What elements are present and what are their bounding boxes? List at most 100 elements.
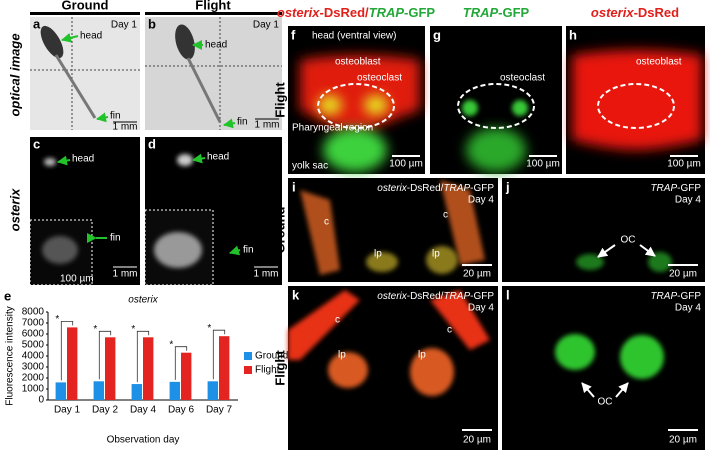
- annotation: lp: [432, 249, 440, 260]
- panel-label: c: [33, 136, 40, 151]
- annotation: head: [80, 31, 102, 42]
- day: Day 1: [111, 20, 138, 31]
- bar: [169, 381, 180, 400]
- header-bar: [30, 12, 140, 15]
- panel-l: l TRAP-GFP Day 4 OC 20 µm: [502, 286, 705, 450]
- legend-swatch: [244, 352, 252, 360]
- scale-bar: 1 mm: [255, 120, 280, 131]
- legend-label: Ground: [255, 351, 288, 362]
- row-label: Flight: [272, 350, 287, 386]
- panel-label: j: [505, 179, 510, 194]
- scale-bar: 1 mm: [113, 122, 138, 133]
- annotation: lp: [418, 350, 426, 361]
- header-bar: [145, 12, 282, 15]
- row-label: osterix: [7, 188, 22, 231]
- significance-bracket: [98, 330, 112, 380]
- significance-bracket: [136, 330, 150, 383]
- day: Day 4: [675, 195, 702, 206]
- scale-bar: 100 µm: [526, 159, 560, 170]
- annotation: fin: [110, 233, 121, 244]
- panel-label: d: [148, 136, 156, 151]
- panel-label: i: [292, 179, 296, 194]
- annotation: Pharyngeal region: [292, 123, 373, 134]
- annotation: fin: [243, 245, 254, 256]
- panel-g: g osteoclast 100 µm: [430, 26, 562, 174]
- scale-bar: 100 µm: [667, 159, 701, 170]
- bar: [181, 352, 192, 400]
- annotation: osteoclast: [357, 73, 402, 84]
- annotation: head: [205, 40, 227, 51]
- panel-label: b: [148, 16, 156, 31]
- bar: [55, 382, 66, 400]
- panel-c: c head fin 100 µm 1 mm: [29, 136, 140, 286]
- annotation: OC: [621, 235, 636, 246]
- panel-label: a: [33, 16, 41, 31]
- panel-k: k osterix-DsRed/TRAP-GFP Day 4 c c lp lp…: [288, 286, 498, 450]
- annotation: c: [335, 315, 340, 326]
- legend-label: Flight: [255, 365, 280, 376]
- annotation: osteoblast: [335, 57, 381, 68]
- panel-d: d head fin 1 mm: [144, 136, 282, 286]
- panel-e: e osterix Fluorescence intensity Observatio…: [4, 288, 288, 445]
- bar: [93, 381, 104, 400]
- y-axis-label: Fluorescence intensity: [5, 306, 16, 406]
- annotation: fin: [110, 111, 121, 122]
- day: Day 4: [468, 195, 495, 206]
- day: Day 4: [468, 303, 495, 314]
- panel-title: osterix-DsRed/TRAP-GFP: [377, 183, 494, 194]
- annotation: fin: [237, 117, 248, 128]
- day: Day 1: [253, 20, 280, 31]
- panel-title: TRAP-GFP: [650, 291, 701, 302]
- header: Flight: [195, 0, 231, 12]
- y-tick-label: 2000: [22, 373, 45, 384]
- bar: [131, 384, 142, 400]
- row-label: optical image: [7, 33, 22, 116]
- panel-b: b Day 1 head fin 1 mm: [145, 16, 282, 131]
- panel-a: a Day 1 head fin 1 mm: [30, 16, 140, 133]
- x-tick-label: Day 4: [130, 405, 157, 416]
- header: Ground: [62, 0, 109, 12]
- y-tick-label: 5000: [22, 340, 45, 351]
- x-tick-label: Day 2: [92, 405, 119, 416]
- panel-i: i osterix-DsRed/TRAP-GFP Day 4 c c lp lp…: [288, 178, 498, 282]
- panel-title: osterix-DsRed/TRAP-GFP: [377, 291, 494, 302]
- panel-j: j TRAP-GFP Day 4 OC 20 µm: [502, 178, 705, 282]
- panel-label: f: [291, 27, 296, 42]
- y-tick-label: 4000: [22, 351, 45, 362]
- significance: *: [55, 314, 59, 325]
- scale-bar: 20 µm: [669, 435, 697, 446]
- x-tick-label: Day 1: [54, 405, 81, 416]
- y-tick-label: 7000: [22, 318, 45, 329]
- annotation: c: [443, 210, 448, 221]
- significance: *: [207, 323, 211, 334]
- significance: *: [169, 339, 173, 350]
- annotation: yolk sac: [292, 161, 328, 172]
- significance-bracket: [60, 321, 74, 381]
- annotation: lp: [338, 350, 346, 361]
- significance: *: [93, 324, 97, 335]
- bar: [67, 327, 78, 400]
- column-header: osterix-DsRed/TRAP-GFP: [277, 5, 436, 20]
- scale-bar: 1 mm: [113, 269, 138, 280]
- scale-bar: 100 µm: [389, 159, 423, 170]
- scale-bar: 20 µm: [463, 269, 491, 280]
- annotation: head: [72, 154, 94, 165]
- annotation: head: [207, 152, 229, 163]
- significance-bracket: [212, 329, 226, 380]
- scale-bar: 1 mm: [254, 269, 279, 280]
- y-tick-label: 6000: [22, 329, 45, 340]
- panel-label: h: [569, 27, 577, 42]
- annotation: head (ventral view): [312, 31, 396, 42]
- y-tick-label: 1000: [22, 384, 45, 395]
- significance-bracket: [174, 346, 188, 380]
- bar: [219, 336, 230, 400]
- row-label: Flight: [272, 82, 287, 118]
- annotation: OC: [598, 397, 613, 408]
- panel-h: h osteoblast 100 µm: [566, 26, 705, 174]
- panel-f: f head (ventral view) osteoblast osteocl…: [288, 26, 425, 174]
- bar: [105, 337, 116, 400]
- panel-label: k: [292, 287, 300, 302]
- panel-label: e: [4, 288, 11, 303]
- bar: [207, 381, 218, 400]
